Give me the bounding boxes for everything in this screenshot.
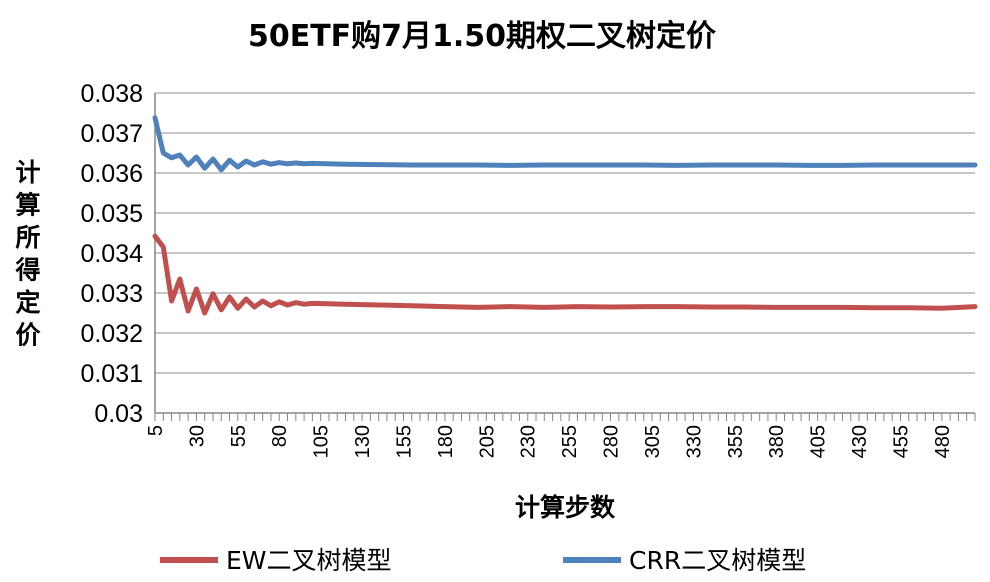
y-tick-label: 0.035 [80, 200, 143, 228]
x-tick-label: 105 [311, 425, 333, 458]
axes [154, 93, 975, 414]
y-tick-label: 0.037 [80, 120, 143, 148]
y-tick-label: 0.036 [80, 160, 143, 188]
chart-title: 50ETF购7月1.50期权二叉树定价 [248, 19, 716, 54]
series-lines [152, 115, 978, 316]
y-axis-label-char: 得 [14, 256, 40, 285]
x-tick-label: 280 [601, 425, 623, 458]
series-line [152, 115, 978, 173]
y-axis-label-char: 价 [15, 321, 41, 350]
y-tick-label: 0.032 [80, 320, 143, 348]
x-tick-label: 430 [849, 425, 871, 458]
x-tick-label: 255 [559, 425, 581, 458]
gridlines [155, 92, 975, 374]
legend: EW二叉树模型 CRR二叉树模型 [160, 546, 806, 575]
legend-label: CRR二叉树模型 [629, 546, 806, 575]
y-axis-label-char: 所 [15, 223, 40, 252]
x-tick-label: 405 [808, 425, 830, 458]
x-tick-label: 30 [186, 425, 208, 447]
series-line [152, 233, 978, 316]
x-tick-label: 155 [393, 425, 415, 458]
x-tick-label: 330 [683, 425, 705, 458]
x-tick-label: 480 [932, 425, 954, 458]
x-tick-label: 180 [435, 425, 457, 458]
x-tick-label: 205 [476, 425, 498, 458]
y-axis-label-char: 计 [15, 158, 40, 187]
y-axis-ticks: 0.03 0.031 0.032 0.033 0.034 0.035 0.036 0.037 0… [80, 80, 143, 428]
x-tick-label: 230 [518, 425, 540, 458]
x-tick-label: 380 [766, 425, 788, 458]
y-axis-label-char: 算 [15, 191, 40, 220]
y-tick-label: 0.031 [80, 360, 143, 388]
y-tick-label: 0.038 [80, 80, 143, 108]
x-axis-label: 计算步数 [515, 493, 616, 522]
x-tick-label: 355 [725, 425, 747, 458]
legend-label: EW二叉树模型 [226, 546, 392, 575]
x-tick-label: 305 [642, 425, 664, 458]
y-axis-label-char: 定 [15, 288, 40, 317]
x-tick-label: 80 [269, 425, 291, 447]
x-tick-label: 130 [352, 425, 374, 458]
x-tick-label: 55 [228, 425, 250, 447]
y-tick-label: 0.033 [80, 280, 143, 308]
x-tick-label: 5 [145, 425, 167, 436]
y-tick-label: 0.034 [80, 240, 143, 268]
x-axis-ticks: 5 30 55 80 105 130 155 180 205 230 255 280 305 330 355… [145, 413, 976, 458]
x-tick-label: 455 [890, 425, 912, 458]
y-tick-label: 0.03 [94, 400, 143, 428]
